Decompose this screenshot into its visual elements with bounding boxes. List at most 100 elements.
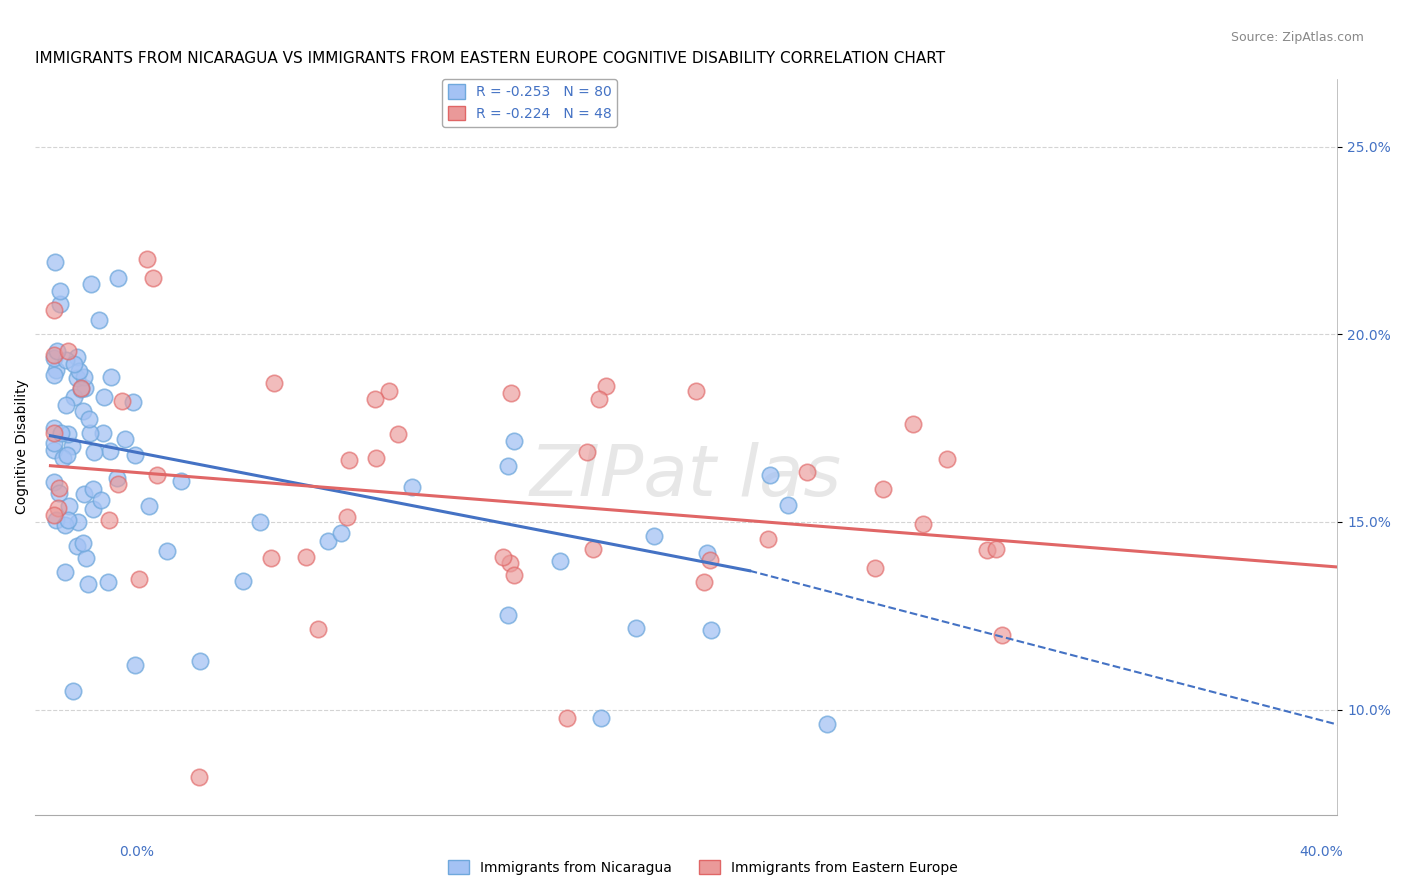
- Point: [42, 508, 65, 523]
- Point: [46, 500, 69, 515]
- Point: [693, 575, 716, 590]
- Point: [496, 608, 519, 623]
- Point: [337, 453, 360, 467]
- Point: [42, 348, 65, 362]
- Point: [63, 357, 86, 371]
- Point: [45, 363, 67, 377]
- Text: Source: ZipAtlas.com: Source: ZipAtlas.com: [1230, 31, 1364, 45]
- Point: [778, 498, 800, 512]
- Point: [56, 426, 79, 441]
- Point: [49, 297, 72, 311]
- Point: [62, 683, 84, 698]
- Point: [42, 425, 65, 440]
- Point: [114, 432, 136, 446]
- Point: [42, 475, 65, 489]
- Point: [700, 623, 723, 637]
- Point: [991, 628, 1014, 642]
- Point: [387, 426, 409, 441]
- Point: [42, 302, 65, 317]
- Legend: Immigrants from Nicaragua, Immigrants from Eastern Europe: Immigrants from Nicaragua, Immigrants fr…: [443, 855, 963, 880]
- Point: [52, 451, 75, 466]
- Point: [548, 554, 571, 568]
- Point: [378, 384, 401, 399]
- Point: [249, 515, 271, 529]
- Point: [90, 492, 112, 507]
- Point: [80, 277, 103, 291]
- Point: [82, 482, 104, 496]
- Point: [503, 567, 526, 582]
- Point: [110, 394, 132, 409]
- Point: [49, 426, 72, 441]
- Point: [588, 392, 610, 406]
- Point: [122, 395, 145, 409]
- Point: [190, 654, 212, 668]
- Point: [93, 390, 115, 404]
- Point: [582, 542, 605, 557]
- Point: [53, 566, 76, 580]
- Point: [107, 271, 129, 285]
- Point: [77, 412, 100, 426]
- Point: [136, 252, 159, 267]
- Point: [595, 378, 617, 392]
- Point: [48, 481, 70, 495]
- Point: [626, 621, 648, 635]
- Point: [589, 711, 612, 725]
- Text: IMMIGRANTS FROM NICARAGUA VS IMMIGRANTS FROM EASTERN EUROPE COGNITIVE DISABILITY: IMMIGRANTS FROM NICARAGUA VS IMMIGRANTS …: [35, 51, 945, 66]
- Point: [72, 404, 94, 418]
- Point: [295, 550, 318, 565]
- Point: [42, 420, 65, 434]
- Point: [643, 529, 665, 543]
- Point: [66, 515, 89, 529]
- Point: [364, 392, 387, 406]
- Point: [69, 381, 91, 395]
- Point: [77, 577, 100, 591]
- Y-axis label: Cognitive Disability: Cognitive Disability: [15, 379, 30, 515]
- Point: [53, 518, 76, 533]
- Point: [44, 254, 66, 268]
- Point: [557, 711, 579, 725]
- Point: [976, 543, 998, 558]
- Point: [73, 370, 96, 384]
- Point: [307, 622, 329, 636]
- Point: [56, 448, 79, 462]
- Point: [72, 486, 94, 500]
- Point: [499, 385, 522, 400]
- Point: [401, 480, 423, 494]
- Point: [364, 450, 387, 465]
- Point: [105, 471, 128, 485]
- Point: [48, 486, 70, 500]
- Point: [316, 534, 339, 549]
- Point: [756, 532, 779, 546]
- Point: [696, 546, 718, 560]
- Point: [98, 444, 121, 458]
- Point: [796, 465, 818, 479]
- Point: [863, 561, 886, 575]
- Point: [42, 351, 65, 365]
- Point: [58, 499, 80, 513]
- Point: [336, 510, 359, 524]
- Point: [142, 271, 165, 285]
- Point: [56, 513, 79, 527]
- Point: [492, 549, 515, 564]
- Point: [49, 284, 72, 298]
- Point: [75, 381, 97, 395]
- Point: [128, 572, 150, 586]
- Text: 40.0%: 40.0%: [1299, 845, 1343, 859]
- Point: [75, 550, 97, 565]
- Text: ZIPat las: ZIPat las: [530, 442, 842, 511]
- Point: [232, 574, 254, 588]
- Point: [42, 436, 65, 450]
- Point: [872, 483, 894, 497]
- Point: [100, 370, 122, 384]
- Point: [984, 542, 1007, 557]
- Point: [759, 467, 782, 482]
- Point: [55, 399, 77, 413]
- Point: [911, 517, 934, 532]
- Point: [65, 371, 87, 385]
- Point: [45, 343, 67, 358]
- Point: [124, 448, 146, 462]
- Point: [67, 364, 90, 378]
- Point: [935, 451, 957, 466]
- Point: [72, 535, 94, 549]
- Point: [42, 368, 65, 382]
